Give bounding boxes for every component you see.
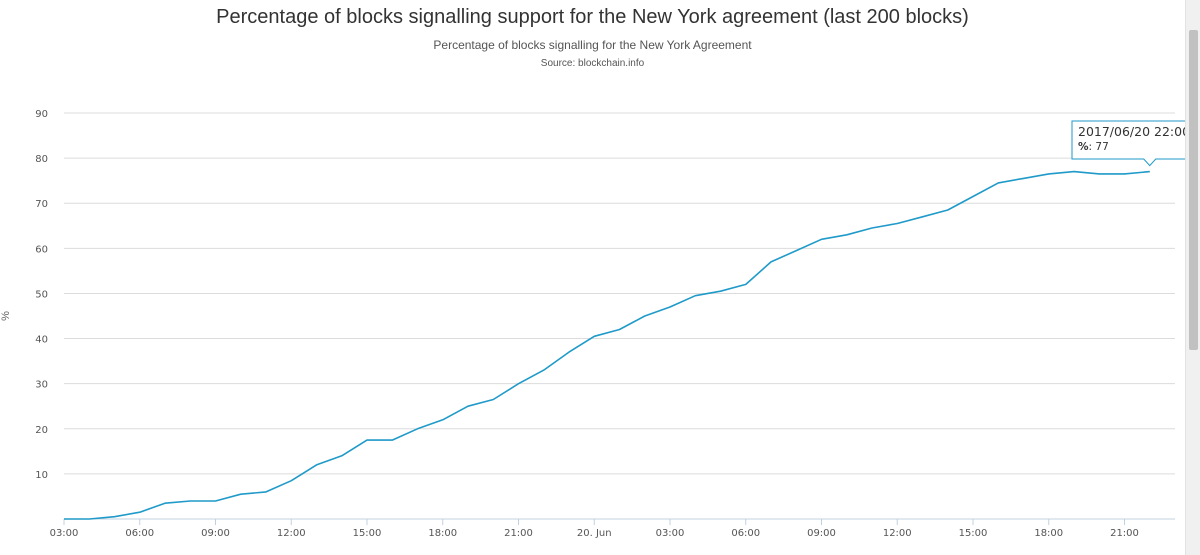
scrollbar-thumb[interactable] bbox=[1189, 30, 1198, 350]
x-tick-label: 12:00 bbox=[883, 528, 912, 539]
chart-source: Source: blockchain.info bbox=[540, 58, 645, 69]
tooltip-box bbox=[1071, 120, 1185, 167]
grid-lines bbox=[64, 112, 1175, 475]
x-tick-label: 06:00 bbox=[731, 528, 760, 539]
tooltip-value: : 77 bbox=[1089, 141, 1109, 153]
y-axis-label: % bbox=[0, 311, 12, 321]
x-tick-label: 09:00 bbox=[201, 528, 230, 539]
y-tick-label: 90 bbox=[35, 109, 48, 120]
x-tick-label: 15:00 bbox=[353, 528, 382, 539]
y-tick-label: 20 bbox=[35, 425, 48, 436]
x-tick-label: 18:00 bbox=[1034, 528, 1063, 539]
y-tick-label: 30 bbox=[35, 380, 48, 391]
x-tick-label: 18:00 bbox=[428, 528, 457, 539]
x-tick-label: 03:00 bbox=[656, 528, 685, 539]
x-tick-label: 21:00 bbox=[1110, 528, 1139, 539]
x-tick-label: 15:00 bbox=[959, 528, 988, 539]
x-tick-label: 09:00 bbox=[807, 528, 836, 539]
y-tick-label: 60 bbox=[35, 244, 48, 255]
chart-title: Percentage of blocks signalling support … bbox=[216, 6, 969, 28]
x-tick-label: 20. Jun bbox=[577, 528, 612, 539]
tooltip-date: 2017/06/20 22:00 bbox=[1078, 124, 1185, 139]
x-axis: 03:00 06:00 09:00 12:00 15:00 18:00 21:00 20. J… bbox=[50, 518, 1175, 539]
y-tick-label: 80 bbox=[35, 154, 48, 165]
y-tick-label: 50 bbox=[35, 289, 48, 300]
tooltip: 2017/06/20 22:00 %: 77 bbox=[1071, 120, 1185, 167]
y-tick-label: 10 bbox=[35, 470, 48, 481]
series-line bbox=[64, 170, 1150, 520]
chart-subtitle: Percentage of blocks signalling for the … bbox=[433, 38, 752, 52]
tooltip-value-line: %: 77 bbox=[1078, 141, 1109, 153]
y-axis-ticks: 10 20 30 40 50 60 70 80 90 bbox=[35, 109, 48, 481]
y-tick-label: 40 bbox=[35, 335, 48, 346]
x-tick-label: 12:00 bbox=[277, 528, 306, 539]
x-tick-label: 03:00 bbox=[50, 528, 79, 539]
x-tick-label: 06:00 bbox=[125, 528, 154, 539]
x-tick-label: 21:00 bbox=[504, 528, 533, 539]
series bbox=[64, 170, 1150, 520]
tooltip-series-label: % bbox=[1078, 141, 1089, 153]
y-tick-label: 70 bbox=[35, 199, 48, 210]
vertical-scrollbar[interactable] bbox=[1185, 0, 1200, 555]
